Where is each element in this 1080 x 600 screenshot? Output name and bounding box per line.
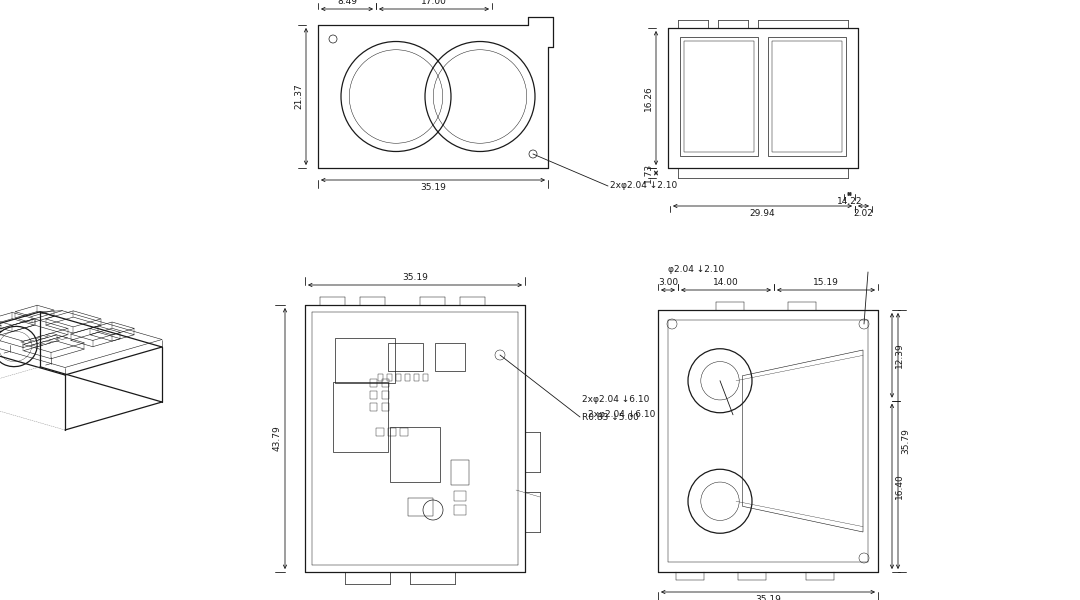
Text: 2xφ2.04 ↓6.10: 2xφ2.04 ↓6.10 [582, 395, 649, 403]
Bar [381, 391, 389, 399]
Bar [395, 373, 401, 380]
Text: 2xφ2.04 ↓6.10: 2xφ2.04 ↓6.10 [588, 410, 656, 419]
Text: 12.39: 12.39 [895, 343, 904, 368]
Bar [772, 41, 842, 152]
Bar [369, 391, 377, 399]
Bar [335, 337, 395, 383]
Bar [369, 379, 377, 387]
Bar [768, 37, 846, 156]
Bar [407, 498, 432, 516]
Bar [400, 428, 408, 436]
Text: 21.37: 21.37 [294, 83, 303, 109]
Text: 35.19: 35.19 [755, 595, 781, 600]
Text: 43.79: 43.79 [273, 425, 282, 451]
Bar [388, 343, 422, 371]
Bar [414, 373, 419, 380]
Text: 14.22: 14.22 [837, 197, 862, 206]
Bar [390, 427, 440, 481]
Text: 1.73: 1.73 [644, 163, 653, 183]
Bar [422, 373, 428, 380]
Bar [378, 373, 382, 380]
Bar [388, 428, 396, 436]
Text: 17.00: 17.00 [421, 0, 447, 6]
Text: 15.19: 15.19 [813, 278, 839, 287]
Bar [680, 37, 758, 156]
Text: 29.94: 29.94 [750, 209, 775, 218]
Text: 16.26: 16.26 [644, 85, 653, 111]
Bar [435, 343, 465, 371]
Bar [381, 403, 389, 411]
Text: 14.00: 14.00 [713, 278, 739, 287]
Bar [454, 491, 465, 501]
Bar [405, 373, 409, 380]
Bar [451, 460, 469, 485]
Text: 35.19: 35.19 [402, 273, 428, 282]
Text: 35.19: 35.19 [420, 183, 446, 192]
Text: 2.02: 2.02 [853, 209, 874, 218]
Text: 35.79: 35.79 [901, 428, 910, 454]
Text: φ2.04 ↓2.10: φ2.04 ↓2.10 [669, 265, 725, 275]
Text: 3.00: 3.00 [658, 278, 678, 287]
Bar [684, 41, 754, 152]
Bar [369, 403, 377, 411]
Bar [376, 428, 384, 436]
Text: 8.49: 8.49 [337, 0, 357, 6]
Text: 16.40: 16.40 [895, 473, 904, 499]
Text: 2xφ2.04 ↓2.10: 2xφ2.04 ↓2.10 [610, 181, 677, 191]
Bar [454, 505, 465, 515]
Text: R0.83 ↓5.00: R0.83 ↓5.00 [582, 413, 639, 421]
Bar [333, 382, 388, 452]
Bar [387, 373, 391, 380]
Bar [381, 379, 389, 387]
